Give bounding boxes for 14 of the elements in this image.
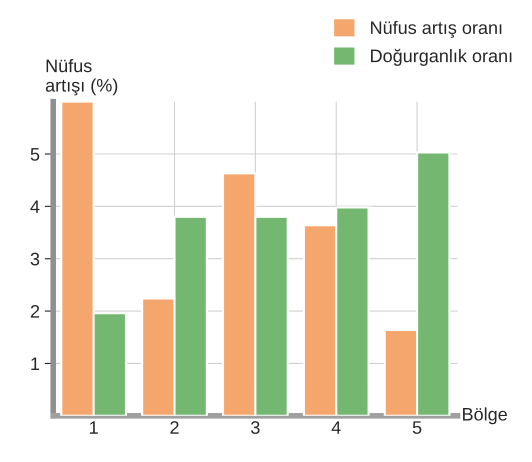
legend-label: Doğurganlık oranı [371, 48, 512, 66]
x-tick-label: 1 [90, 421, 98, 434]
x-tick-label: 2 [170, 421, 179, 434]
y-tick-label: 3 [30, 252, 40, 266]
x-tick-label: 5 [412, 421, 422, 434]
y-tick-label: 2 [30, 305, 40, 318]
y-tick-label: 4 [30, 200, 40, 213]
legend-label: Nüfus artış oranı [371, 20, 502, 38]
x-axis-title: Bölge [463, 407, 507, 424]
y-tick-label: 5 [30, 148, 40, 161]
y-tick-label: 1 [31, 358, 40, 370]
y-axis-title: Nüfus artışı (%) [46, 59, 118, 96]
x-tick-label: 4 [332, 421, 341, 434]
x-tick-label: 3 [251, 421, 260, 434]
